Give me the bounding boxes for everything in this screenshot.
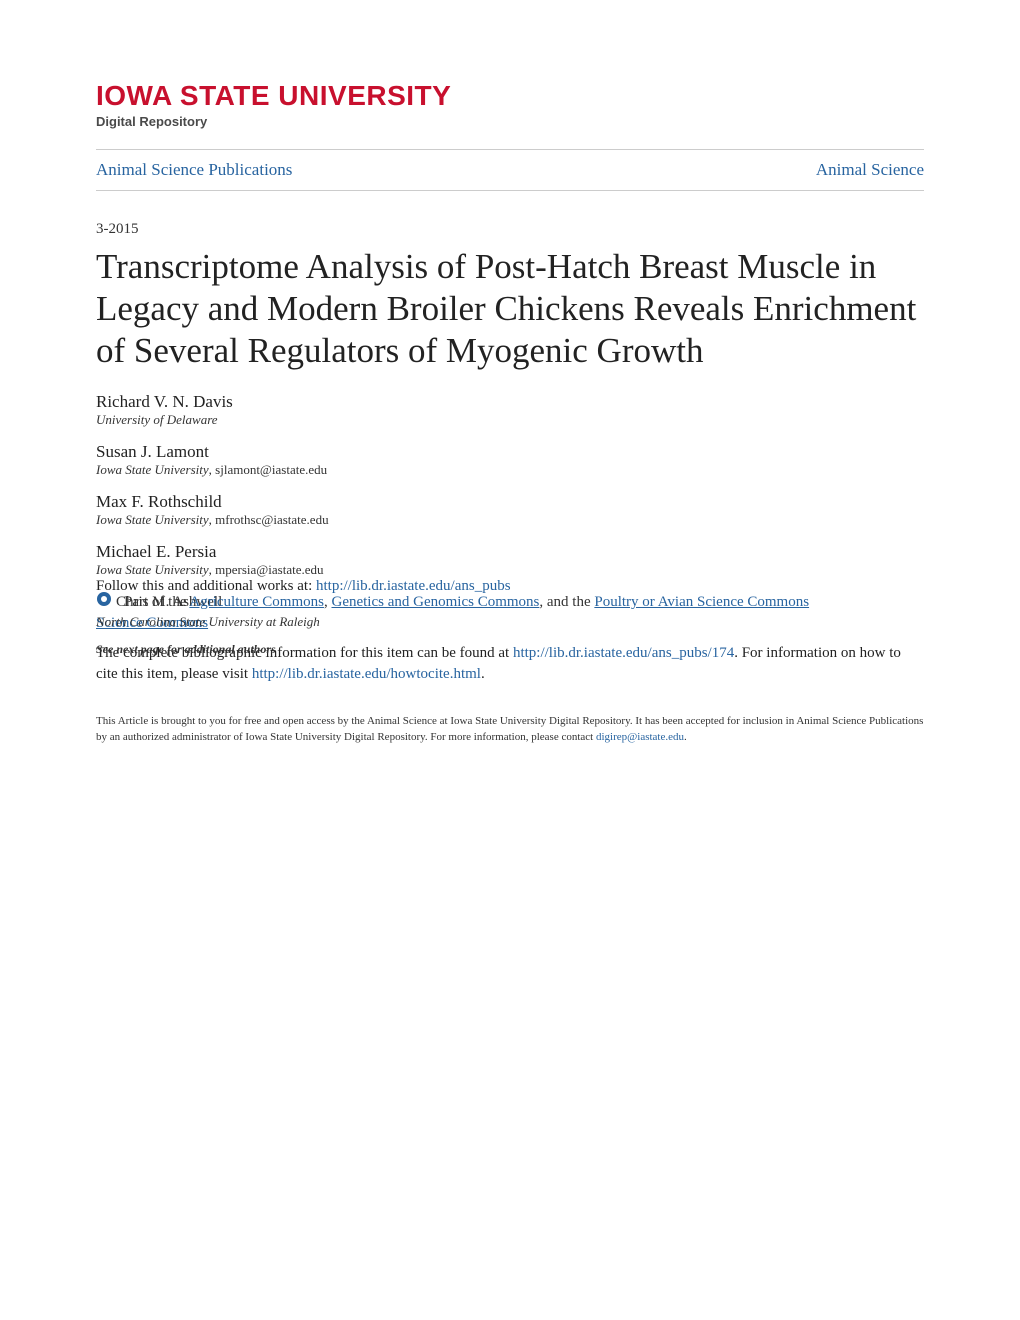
nav-right-link[interactable]: Animal Science [816, 160, 924, 180]
author-name: Max F. Rothschild [96, 492, 924, 512]
genetics-commons-link[interactable]: Genetics and Genomics Commons [331, 594, 539, 610]
nav-left-link[interactable]: Animal Science Publications [96, 160, 292, 180]
author-block-0: Richard V. N. Davis University of Delawa… [96, 392, 924, 428]
poultry-commons-link[interactable]: Poultry or Avian Science Commons [594, 594, 809, 610]
author-name: Susan J. Lamont [96, 442, 924, 462]
logo-section: IOWA STATE UNIVERSITY Digital Repository [96, 80, 924, 129]
see-next-note: See next page for additional authors [96, 642, 276, 657]
author-affiliation: Iowa State University, mfrothsc@iastate.… [96, 512, 924, 528]
gear-icon [96, 591, 112, 615]
author-block-2: Max F. Rothschild Iowa State University,… [96, 492, 924, 528]
part-of-line: Chris M. Ashwell Part of the Agriculture… [96, 591, 924, 615]
biblio-link-2[interactable]: http://lib.dr.iastate.edu/howtocite.html [252, 666, 481, 682]
author-block-1: Susan J. Lamont Iowa State University, s… [96, 442, 924, 478]
author-block-3: Michael E. Persia Iowa State University,… [96, 542, 924, 578]
repository-subtitle: Digital Repository [96, 114, 924, 129]
footer-disclaimer: This Article is brought to you for free … [96, 713, 924, 746]
article-title: Transcriptome Analysis of Post-Hatch Bre… [96, 246, 924, 372]
author-name: Richard V. N. Davis [96, 392, 924, 412]
nav-links: Animal Science Publications Animal Scien… [96, 149, 924, 191]
publication-date: 3-2015 [96, 221, 924, 238]
agriculture-commons-link[interactable]: Agriculture Commons [189, 594, 324, 610]
author-affiliation: Iowa State University, mpersia@iastate.e… [96, 562, 924, 578]
author-name: Michael E. Persia [96, 542, 924, 562]
overlap-section: Chris M. Ashwell Part of the Agriculture… [96, 591, 924, 632]
university-name: IOWA STATE UNIVERSITY [96, 80, 924, 112]
author-affiliation: University of Delaware [96, 412, 924, 428]
author-affiliation: Iowa State University, sjlamont@iastate.… [96, 462, 924, 478]
footer-email-link[interactable]: digirep@iastate.edu [596, 731, 684, 743]
overlap-affiliation: North Carolina State University at Ralei… [96, 614, 320, 630]
biblio-link-1[interactable]: http://lib.dr.iastate.edu/ans_pubs/174 [513, 645, 734, 661]
